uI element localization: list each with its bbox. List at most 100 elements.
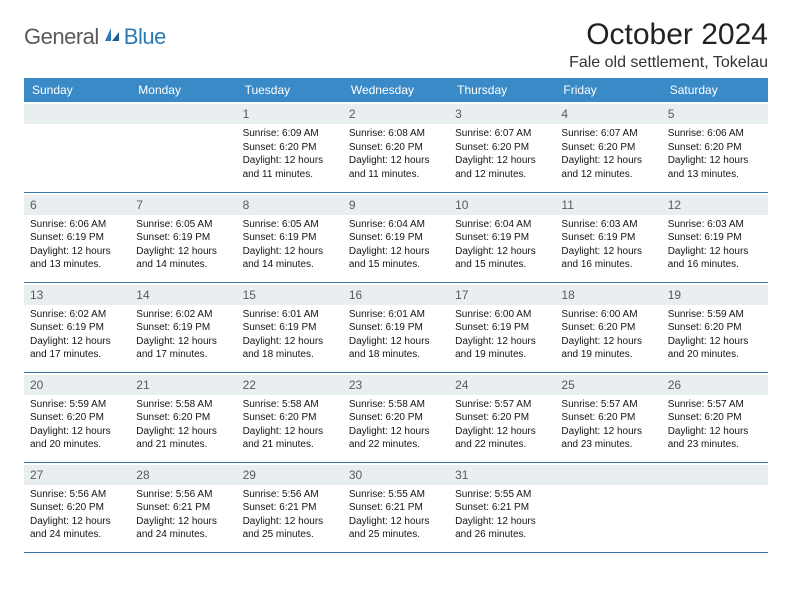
sunrise-text: Sunrise: 5:58 AM (243, 398, 337, 412)
daylight-text: and 21 minutes. (243, 438, 337, 452)
daylight-text: Daylight: 12 hours (561, 335, 655, 349)
day-number: 21 (130, 375, 236, 395)
sunrise-text: Sunrise: 5:58 AM (349, 398, 443, 412)
calendar-week-row: 6Sunrise: 6:06 AMSunset: 6:19 PMDaylight… (24, 192, 768, 282)
daylight-text: Daylight: 12 hours (455, 335, 549, 349)
day-number: 22 (237, 375, 343, 395)
weekday-header: Thursday (449, 78, 555, 102)
sunset-text: Sunset: 6:21 PM (349, 501, 443, 515)
calendar-day-cell (130, 102, 236, 192)
sunset-text: Sunset: 6:20 PM (668, 141, 762, 155)
logo-text-blue: Blue (124, 24, 166, 50)
sunset-text: Sunset: 6:21 PM (136, 501, 230, 515)
calendar-day-cell: 20Sunrise: 5:59 AMSunset: 6:20 PMDayligh… (24, 372, 130, 462)
day-number: 24 (449, 375, 555, 395)
daylight-text: and 11 minutes. (243, 168, 337, 182)
daylight-text: Daylight: 12 hours (668, 154, 762, 168)
calendar-day-cell: 1 Sunrise: 6:09 AMSunset: 6:20 PMDaylight… (237, 102, 343, 192)
day-number: 26 (662, 375, 768, 395)
calendar-day-cell: 8Sunrise: 6:05 AMSunset: 6:19 PMDaylight… (237, 192, 343, 282)
sunrise-text: Sunrise: 6:00 AM (561, 308, 655, 322)
title-block: October 2024 Fale old settlement, Tokela… (569, 18, 768, 72)
calendar-day-cell: 24Sunrise: 5:57 AMSunset: 6:20 PMDayligh… (449, 372, 555, 462)
sunrise-text: Sunrise: 6:01 AM (349, 308, 443, 322)
day-number: 14 (130, 285, 236, 305)
calendar-day-cell: 7Sunrise: 6:05 AMSunset: 6:19 PMDaylight… (130, 192, 236, 282)
daylight-text: Daylight: 12 hours (561, 425, 655, 439)
sunset-text: Sunset: 6:20 PM (349, 411, 443, 425)
calendar-day-cell: 5Sunrise: 6:06 AMSunset: 6:20 PMDaylight… (662, 102, 768, 192)
daylight-text: and 25 minutes. (243, 528, 337, 542)
day-number: 31 (449, 465, 555, 485)
sunset-text: Sunset: 6:20 PM (136, 411, 230, 425)
daylight-text: and 12 minutes. (455, 168, 549, 182)
calendar-week-row: 1Sunrise: 6:09 AMSunset: 6:20 PMDaylight… (24, 102, 768, 192)
sunset-text: Sunset: 6:19 PM (243, 321, 337, 335)
daylight-text: Daylight: 12 hours (455, 515, 549, 529)
sunrise-text: Sunrise: 6:08 AM (349, 127, 443, 141)
calendar-day-cell: 14Sunrise: 6:02 AMSunset: 6:19 PMDayligh… (130, 282, 236, 372)
sunset-text: Sunset: 6:20 PM (243, 411, 337, 425)
sunrise-text: Sunrise: 6:09 AM (243, 127, 337, 141)
calendar-day-cell: 22Sunrise: 5:58 AMSunset: 6:20 PMDayligh… (237, 372, 343, 462)
daylight-text: Daylight: 12 hours (455, 425, 549, 439)
daylight-text: and 16 minutes. (561, 258, 655, 272)
sunrise-text: Sunrise: 5:56 AM (136, 488, 230, 502)
logo-text-general: General (24, 24, 99, 50)
sunset-text: Sunset: 6:20 PM (561, 321, 655, 335)
weekday-header: Sunday (24, 78, 130, 102)
day-number: 10 (449, 195, 555, 215)
calendar-day-cell (555, 462, 661, 552)
daylight-text: and 24 minutes. (30, 528, 124, 542)
sunrise-text: Sunrise: 6:02 AM (136, 308, 230, 322)
daylight-text: Daylight: 12 hours (30, 245, 124, 259)
daylight-text: Daylight: 12 hours (668, 425, 762, 439)
weekday-header: Friday (555, 78, 661, 102)
daylight-text: Daylight: 12 hours (243, 335, 337, 349)
day-number: 3 (449, 104, 555, 124)
daylight-text: and 25 minutes. (349, 528, 443, 542)
sunset-text: Sunset: 6:20 PM (243, 141, 337, 155)
daylight-text: and 22 minutes. (349, 438, 443, 452)
calendar-day-cell: 28Sunrise: 5:56 AMSunset: 6:21 PMDayligh… (130, 462, 236, 552)
day-number: 19 (662, 285, 768, 305)
daylight-text: Daylight: 12 hours (349, 425, 443, 439)
sunrise-text: Sunrise: 6:02 AM (30, 308, 124, 322)
calendar-day-cell: 11Sunrise: 6:03 AMSunset: 6:19 PMDayligh… (555, 192, 661, 282)
sunset-text: Sunset: 6:19 PM (455, 231, 549, 245)
day-number: 11 (555, 195, 661, 215)
calendar-page: General Blue October 2024 Fale old settl… (0, 0, 792, 571)
calendar-day-cell: 10Sunrise: 6:04 AMSunset: 6:19 PMDayligh… (449, 192, 555, 282)
daylight-text: Daylight: 12 hours (668, 245, 762, 259)
daylight-text: and 13 minutes. (668, 168, 762, 182)
day-number-empty (662, 465, 768, 485)
sunset-text: Sunset: 6:19 PM (349, 321, 443, 335)
sunset-text: Sunset: 6:21 PM (455, 501, 549, 515)
header: General Blue October 2024 Fale old settl… (24, 18, 768, 72)
daylight-text: and 12 minutes. (561, 168, 655, 182)
day-number: 16 (343, 285, 449, 305)
daylight-text: Daylight: 12 hours (243, 154, 337, 168)
daylight-text: and 15 minutes. (455, 258, 549, 272)
calendar-body: 1Sunrise: 6:09 AMSunset: 6:20 PMDaylight… (24, 102, 768, 552)
sunset-text: Sunset: 6:21 PM (243, 501, 337, 515)
daylight-text: Daylight: 12 hours (455, 245, 549, 259)
sunrise-text: Sunrise: 5:55 AM (349, 488, 443, 502)
day-number: 23 (343, 375, 449, 395)
sunset-text: Sunset: 6:19 PM (136, 231, 230, 245)
calendar-day-cell: 15Sunrise: 6:01 AMSunset: 6:19 PMDayligh… (237, 282, 343, 372)
daylight-text: and 22 minutes. (455, 438, 549, 452)
daylight-text: and 15 minutes. (349, 258, 443, 272)
calendar-day-cell: 18Sunrise: 6:00 AMSunset: 6:20 PMDayligh… (555, 282, 661, 372)
calendar-day-cell: 27Sunrise: 5:56 AMSunset: 6:20 PMDayligh… (24, 462, 130, 552)
sunset-text: Sunset: 6:20 PM (30, 411, 124, 425)
day-number: 1 (237, 104, 343, 124)
calendar-week-row: 27Sunrise: 5:56 AMSunset: 6:20 PMDayligh… (24, 462, 768, 552)
daylight-text: Daylight: 12 hours (243, 245, 337, 259)
day-number: 20 (24, 375, 130, 395)
daylight-text: and 26 minutes. (455, 528, 549, 542)
sunset-text: Sunset: 6:20 PM (561, 411, 655, 425)
location-label: Fale old settlement, Tokelau (569, 54, 768, 72)
sunset-text: Sunset: 6:19 PM (561, 231, 655, 245)
calendar-day-cell (24, 102, 130, 192)
